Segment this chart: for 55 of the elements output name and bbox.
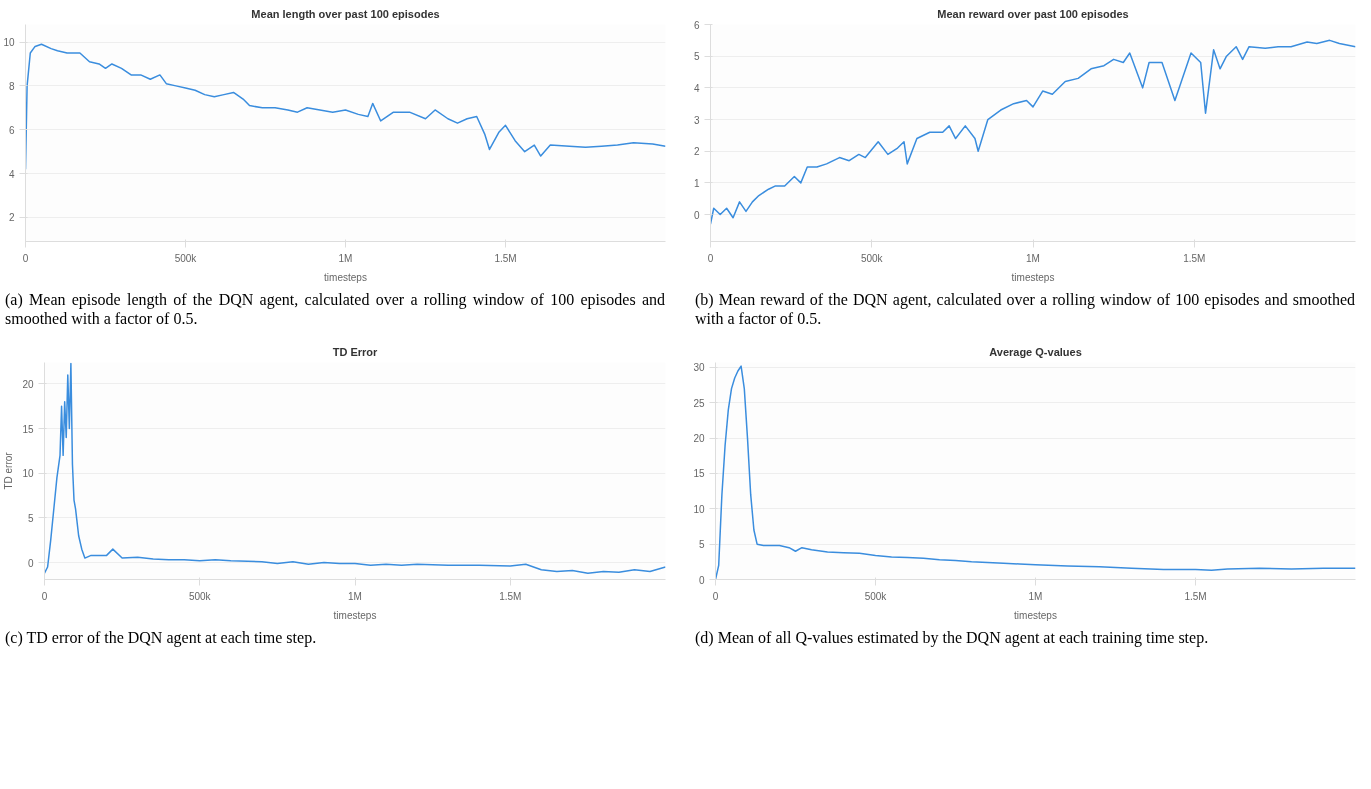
y-tick-label: 3 bbox=[693, 114, 700, 126]
x-axis-title: timesteps bbox=[324, 271, 367, 283]
x-tick-label: 1M bbox=[1026, 252, 1040, 264]
line-series bbox=[710, 39, 1356, 225]
line-series bbox=[715, 365, 1356, 580]
x-tick-label: 0 bbox=[41, 590, 48, 602]
y-tick-label: 0 bbox=[693, 209, 700, 221]
x-tick-label: 500k bbox=[864, 590, 888, 602]
y-tick-label: 2 bbox=[8, 212, 15, 224]
chart-title: TD Error bbox=[332, 345, 379, 358]
y-tick-label: 10 bbox=[3, 37, 15, 49]
y-tick-label: 8 bbox=[8, 80, 15, 92]
y-tick-label: 5 bbox=[698, 539, 705, 551]
x-axis-title: timesteps bbox=[1014, 609, 1057, 621]
y-tick-label: 4 bbox=[8, 168, 15, 180]
y-tick-label: 2 bbox=[693, 146, 700, 158]
x-tick-label: 1.5M bbox=[1184, 590, 1207, 602]
y-tick-label: 6 bbox=[693, 19, 700, 31]
y-tick-label: 30 bbox=[693, 362, 705, 374]
y-axis-title: TD error bbox=[3, 452, 15, 490]
y-tick-label: 20 bbox=[693, 433, 705, 445]
y-tick-label: 5 bbox=[693, 51, 700, 63]
x-tick-label: 1.5M bbox=[499, 590, 522, 602]
y-tick-label: 10 bbox=[693, 504, 705, 516]
text: (a) Mean episode length of the DQN agent, calculated over a rolling window of 100 episodes and smoothed with a factor of 0.5. bbox=[5, 290, 665, 329]
line-series bbox=[44, 363, 666, 575]
text: (b) Mean reward of the DQN agent, calculated over a rolling window of 100 episodes and smoothed with a factor of 0.5. bbox=[695, 290, 1355, 329]
text: (d) Mean of all Q-values estimated by the DQN agent at each training time step. bbox=[695, 628, 1209, 648]
chart-title: Average Q-values bbox=[989, 345, 1082, 358]
y-tick-label: 15 bbox=[22, 423, 34, 435]
y-tick-label: 15 bbox=[693, 468, 705, 480]
x-tick-label: 500k bbox=[174, 252, 198, 264]
x-tick-label: 1M bbox=[348, 590, 362, 602]
y-tick-label: 0 bbox=[27, 557, 34, 569]
y-tick-label: 25 bbox=[693, 398, 705, 410]
y-tick-label: 5 bbox=[27, 513, 34, 525]
x-tick-label: 500k bbox=[188, 590, 212, 602]
y-tick-label: 20 bbox=[22, 379, 34, 391]
y-tick-label: 4 bbox=[693, 82, 700, 94]
x-tick-label: 1M bbox=[338, 252, 353, 264]
x-tick-label: 1.5M bbox=[1183, 252, 1206, 264]
y-tick-label: 1 bbox=[693, 177, 700, 189]
y-tick-label: 0 bbox=[698, 574, 705, 586]
y-tick-label: 6 bbox=[8, 124, 15, 136]
x-tick-label: 0 bbox=[707, 252, 714, 264]
y-tick-label: 10 bbox=[22, 468, 34, 480]
x-tick-label: 500k bbox=[860, 252, 884, 264]
chart-title: Mean reward over past 100 episodes bbox=[937, 7, 1129, 20]
x-tick-label: 0 bbox=[712, 590, 719, 602]
chart-title: Mean length over past 100 episodes bbox=[251, 7, 440, 20]
text: (c) TD error of the DQN agent at each time step. bbox=[5, 628, 317, 648]
x-axis-title: timesteps bbox=[1011, 271, 1055, 283]
x-tick-label: 1M bbox=[1028, 590, 1043, 602]
x-axis-title: timesteps bbox=[333, 609, 377, 621]
x-tick-label: 1.5M bbox=[494, 252, 517, 264]
